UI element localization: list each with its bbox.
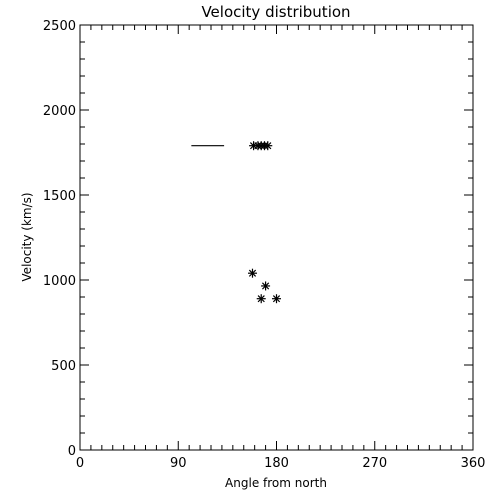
data-point (272, 294, 281, 304)
plot-frame (79, 24, 474, 451)
axis-tick-labels: 0 90 180 270 360 0 500 1000 1500 2000 2500 (43, 19, 486, 471)
data-point (256, 294, 266, 304)
y-tick-label: 1500 (43, 189, 76, 204)
x-tick-label: 90 (170, 456, 187, 471)
y-tick-label: 2000 (43, 104, 76, 119)
x-tick-label: 0 (76, 456, 84, 471)
x-tick-label: 270 (362, 456, 387, 471)
axis-ticks (79, 24, 474, 451)
y-tick-label: 1000 (43, 274, 76, 289)
data-point (263, 141, 273, 151)
data-point (247, 268, 257, 278)
y-tick-label: 2500 (43, 19, 76, 34)
data-series (191, 141, 281, 304)
y-axis-label: Velocity (km/s) (20, 192, 34, 281)
chart-title: Velocity distribution (201, 3, 350, 21)
x-tick-label: 360 (461, 456, 486, 471)
data-point (261, 281, 271, 291)
y-tick-label: 500 (51, 359, 76, 374)
x-tick-label: 180 (264, 456, 289, 471)
y-tick-label: 0 (68, 444, 76, 459)
x-axis-label: Angle from north (225, 476, 327, 490)
